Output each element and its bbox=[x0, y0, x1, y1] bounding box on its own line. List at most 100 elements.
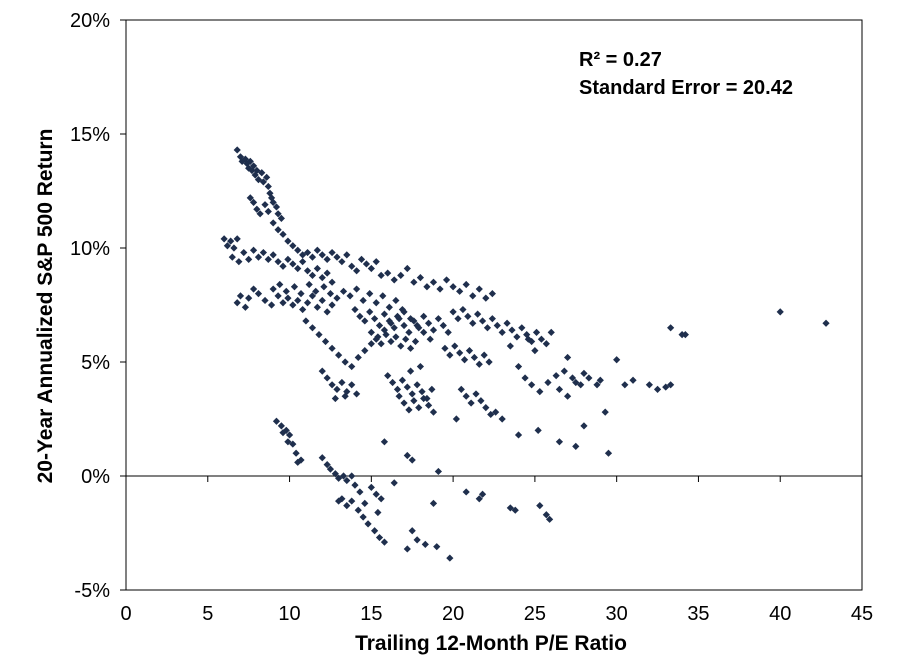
x-tick-label: 5 bbox=[202, 603, 213, 625]
data-point bbox=[308, 271, 317, 279]
data-point bbox=[464, 312, 472, 320]
data-point bbox=[393, 312, 402, 320]
data-point bbox=[393, 385, 402, 393]
data-point bbox=[348, 381, 356, 389]
data-point bbox=[444, 328, 452, 336]
data-point bbox=[429, 499, 438, 507]
data-point bbox=[318, 296, 326, 305]
data-point bbox=[328, 344, 336, 352]
data-point bbox=[416, 274, 424, 282]
data-point bbox=[387, 319, 395, 327]
data-point bbox=[506, 342, 514, 350]
data-point bbox=[681, 331, 689, 339]
data-point bbox=[604, 449, 613, 457]
data-point bbox=[420, 312, 428, 320]
data-point bbox=[621, 381, 629, 389]
data-point bbox=[572, 378, 580, 387]
data-point bbox=[338, 258, 346, 266]
data-point bbox=[514, 362, 523, 371]
data-point bbox=[256, 210, 264, 218]
data-point bbox=[353, 285, 361, 293]
data-point bbox=[410, 278, 418, 286]
data-point bbox=[318, 367, 326, 375]
data-point bbox=[375, 321, 384, 330]
data-point bbox=[478, 317, 487, 325]
data-point bbox=[403, 383, 411, 391]
data-point bbox=[348, 472, 356, 480]
data-point bbox=[372, 335, 380, 343]
data-point bbox=[645, 381, 653, 389]
data-point bbox=[313, 246, 321, 254]
data-point bbox=[482, 294, 490, 302]
data-point bbox=[528, 337, 536, 346]
data-point bbox=[359, 513, 367, 521]
data-point bbox=[227, 237, 235, 245]
data-point bbox=[351, 481, 359, 489]
data-points bbox=[220, 146, 830, 562]
data-point bbox=[776, 308, 784, 316]
data-point bbox=[274, 210, 282, 218]
data-point bbox=[372, 258, 380, 266]
data-point bbox=[524, 335, 532, 343]
data-point bbox=[400, 308, 408, 316]
data-point bbox=[542, 511, 550, 519]
data-point bbox=[531, 347, 539, 355]
data-point bbox=[366, 308, 374, 316]
data-point bbox=[235, 258, 243, 266]
data-point bbox=[282, 426, 290, 434]
x-tick-label: 30 bbox=[606, 603, 628, 625]
data-point bbox=[537, 335, 546, 343]
data-point bbox=[667, 381, 675, 389]
data-point bbox=[269, 198, 277, 206]
data-point bbox=[326, 290, 335, 298]
data-point bbox=[274, 292, 282, 300]
data-point bbox=[392, 333, 400, 341]
data-point bbox=[411, 337, 420, 346]
data-point bbox=[498, 328, 506, 336]
data-point bbox=[613, 356, 621, 364]
data-point bbox=[420, 328, 428, 336]
data-point bbox=[245, 294, 253, 302]
data-point bbox=[456, 287, 464, 295]
data-point bbox=[372, 299, 380, 307]
data-point bbox=[267, 301, 276, 309]
data-point bbox=[434, 467, 442, 476]
data-point bbox=[339, 287, 348, 295]
data-point bbox=[372, 490, 380, 498]
x-axis: 0 5 10 15 20 25 30 35 40 45 bbox=[120, 476, 873, 625]
data-point bbox=[469, 319, 477, 327]
data-point bbox=[328, 381, 336, 389]
data-point bbox=[356, 312, 364, 320]
x-tick-label: 20 bbox=[442, 603, 464, 625]
data-point bbox=[361, 317, 369, 325]
data-point bbox=[521, 374, 529, 382]
data-point bbox=[269, 285, 277, 293]
data-point bbox=[279, 262, 287, 270]
data-point bbox=[294, 246, 302, 254]
data-point bbox=[390, 276, 398, 284]
data-point bbox=[459, 305, 467, 314]
data-point bbox=[331, 470, 339, 478]
data-point bbox=[503, 319, 511, 327]
x-tick-label: 25 bbox=[524, 603, 546, 625]
data-point bbox=[228, 253, 236, 261]
data-point bbox=[323, 461, 331, 469]
data-point bbox=[465, 347, 474, 355]
data-point bbox=[326, 465, 335, 473]
data-point bbox=[338, 378, 346, 387]
data-point bbox=[402, 335, 410, 343]
data-point bbox=[629, 376, 637, 384]
data-point bbox=[492, 408, 500, 416]
data-point bbox=[400, 399, 408, 407]
data-point bbox=[387, 337, 395, 346]
data-point bbox=[415, 324, 423, 332]
data-point bbox=[424, 319, 433, 327]
data-point bbox=[284, 255, 292, 263]
data-point bbox=[421, 540, 429, 548]
data-point bbox=[462, 280, 470, 289]
data-point bbox=[263, 173, 271, 181]
data-point bbox=[452, 415, 460, 423]
data-point bbox=[236, 292, 245, 300]
data-point bbox=[536, 502, 544, 510]
